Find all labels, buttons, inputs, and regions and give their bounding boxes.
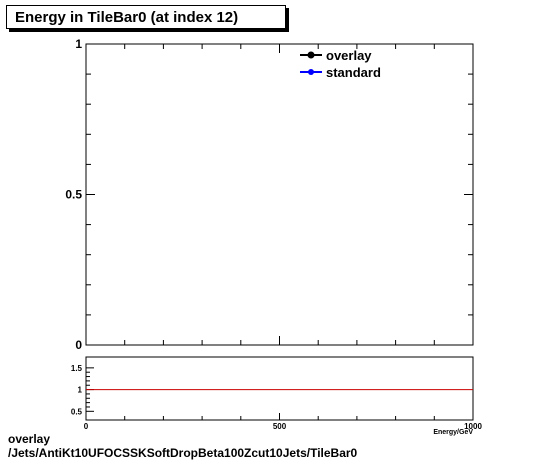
x-axis-title: Energy/GeV: [433, 429, 473, 436]
ratio-y-tick-label: 1.5: [71, 364, 83, 373]
y-tick-label: 1: [75, 37, 82, 51]
legend-marker-standard: [308, 69, 314, 75]
ratio-y-tick-label: 1: [78, 386, 83, 395]
legend-marker-overlay: [307, 51, 315, 59]
footer-path: /Jets/AntiKt10UFOCSSKSoftDropBeta100Zcut…: [8, 446, 358, 460]
y-tick-label: 0.5: [65, 188, 82, 202]
ratio-plot-frame: [85, 356, 474, 421]
footer-label: overlay: [8, 432, 51, 446]
ratio-y-tick-label: 0.5: [71, 407, 83, 416]
ratio-x-tick-label: 1000: [464, 422, 482, 431]
ratio-x-tick-label: 500: [273, 422, 287, 431]
legend-label-standard: standard: [326, 65, 381, 80]
legend-label-overlay: overlay: [326, 48, 372, 63]
chart-title: Energy in TileBar0 (at index 12): [15, 9, 239, 26]
main-plot-frame: [85, 43, 474, 346]
y-tick-label: 0: [75, 338, 82, 352]
ratio-x-tick-label: 0: [84, 422, 89, 431]
chart-title-box: Energy in TileBar0 (at index 12): [6, 5, 286, 29]
